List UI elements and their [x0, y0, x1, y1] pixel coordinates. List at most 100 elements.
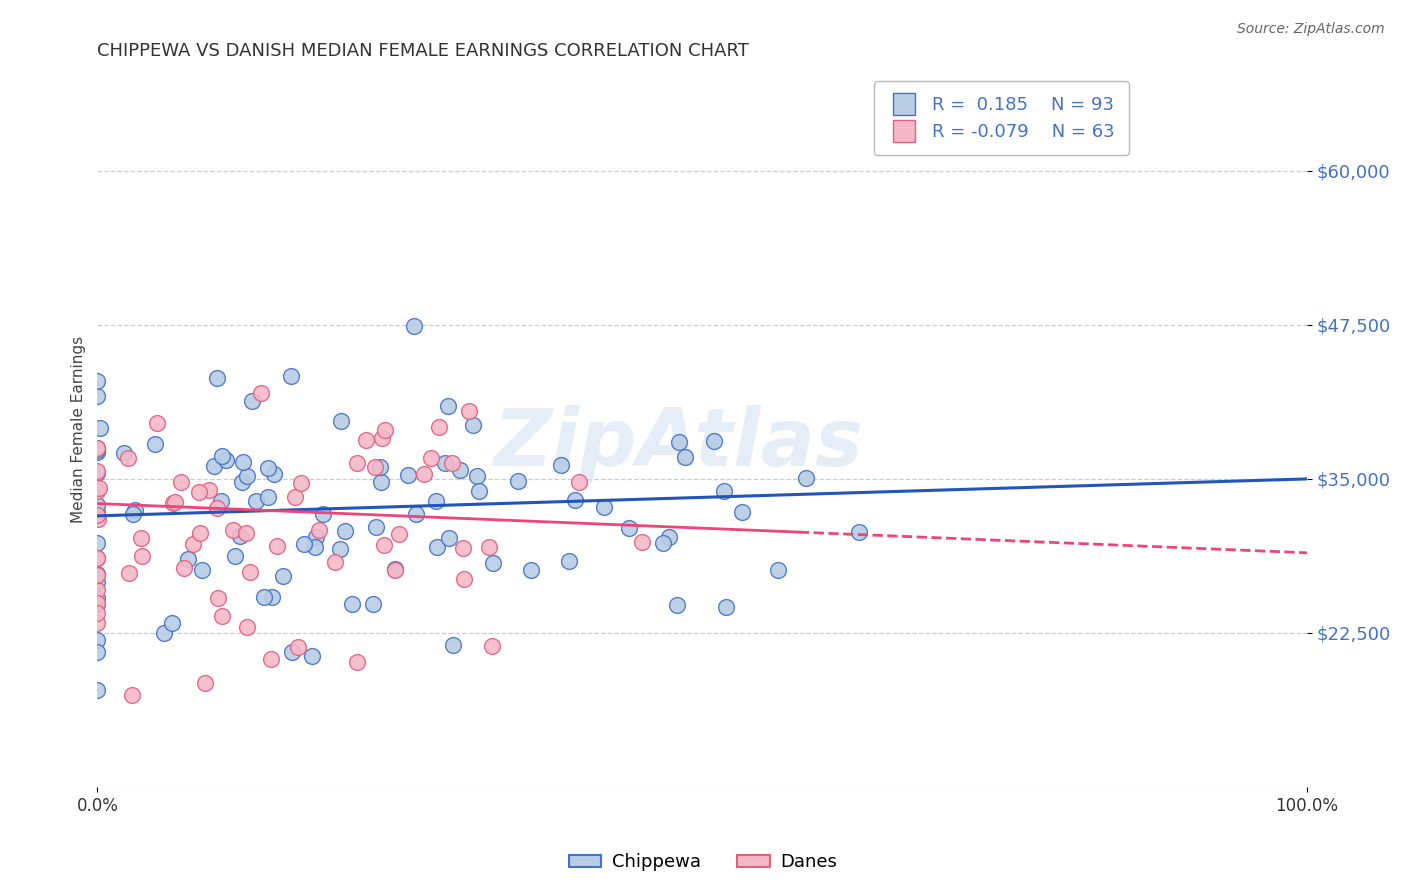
Point — [256, 461, 278, 475]
Point — [280, 369, 302, 384]
Point — [304, 530, 326, 544]
Point — [86, 442, 108, 456]
Point — [260, 590, 283, 604]
Point — [160, 615, 183, 630]
Text: CHIPPEWA VS DANISH MEDIAN FEMALE EARNINGS CORRELATION CHART: CHIPPEWA VS DANISH MEDIAN FEMALE EARNING… — [97, 42, 749, 60]
Point — [370, 475, 392, 489]
Point — [388, 527, 411, 541]
Point — [713, 483, 735, 498]
Point — [794, 471, 817, 485]
Point — [86, 374, 108, 388]
Y-axis label: Median Female Earnings: Median Female Earnings — [72, 336, 86, 524]
Point — [558, 554, 581, 568]
Point — [86, 466, 108, 480]
Point — [425, 494, 447, 508]
Point — [257, 491, 280, 505]
Point — [181, 536, 204, 550]
Point — [292, 537, 315, 551]
Point — [426, 540, 449, 554]
Point — [86, 483, 108, 498]
Point — [86, 498, 108, 512]
Point — [129, 531, 152, 545]
Point — [703, 434, 725, 448]
Point — [232, 455, 254, 469]
Point — [439, 531, 461, 545]
Point — [323, 555, 346, 569]
Point — [86, 607, 108, 621]
Point — [86, 442, 108, 457]
Point — [121, 688, 143, 702]
Point — [346, 655, 368, 669]
Point — [427, 419, 450, 434]
Point — [592, 500, 614, 515]
Point — [346, 456, 368, 470]
Point — [441, 639, 464, 653]
Point — [354, 433, 377, 447]
Point — [342, 598, 364, 612]
Point — [437, 399, 460, 413]
Point — [222, 523, 245, 537]
Legend: R =  0.185    N = 93, R = -0.079    N = 63: R = 0.185 N = 93, R = -0.079 N = 63 — [873, 81, 1129, 155]
Point — [145, 416, 167, 430]
Point — [260, 652, 283, 666]
Point — [211, 608, 233, 623]
Point — [848, 525, 870, 540]
Point — [402, 318, 425, 333]
Point — [463, 417, 485, 432]
Point — [384, 563, 406, 577]
Point — [215, 453, 238, 467]
Point — [373, 538, 395, 552]
Point — [205, 501, 228, 516]
Point — [131, 549, 153, 563]
Point — [240, 394, 263, 409]
Point — [465, 469, 488, 483]
Point — [396, 467, 419, 482]
Point — [231, 475, 253, 489]
Point — [89, 481, 111, 495]
Point — [188, 526, 211, 541]
Point — [224, 549, 246, 563]
Point — [86, 597, 108, 611]
Point — [374, 423, 396, 437]
Point — [281, 645, 304, 659]
Point — [290, 475, 312, 490]
Point — [124, 503, 146, 517]
Point — [482, 556, 505, 570]
Point — [312, 507, 335, 521]
Point — [370, 431, 392, 445]
Point — [245, 494, 267, 508]
Point — [453, 572, 475, 586]
Point — [405, 507, 427, 521]
Point — [458, 404, 481, 418]
Point — [86, 505, 108, 519]
Point — [361, 597, 384, 611]
Point — [86, 508, 108, 523]
Point — [122, 507, 145, 521]
Point — [617, 521, 640, 535]
Point — [413, 467, 436, 481]
Point — [440, 456, 463, 470]
Point — [173, 561, 195, 575]
Legend: Chippewa, Danes: Chippewa, Danes — [561, 847, 845, 879]
Point — [86, 464, 108, 478]
Point — [86, 575, 108, 590]
Point — [652, 536, 675, 550]
Point — [143, 436, 166, 450]
Point — [304, 540, 326, 554]
Point — [211, 449, 233, 463]
Point — [86, 567, 108, 582]
Point — [329, 541, 352, 556]
Point — [86, 645, 108, 659]
Point — [194, 676, 217, 690]
Point — [478, 540, 501, 554]
Point — [449, 463, 471, 477]
Point — [451, 541, 474, 556]
Point — [202, 458, 225, 473]
Point — [86, 582, 108, 597]
Point — [117, 451, 139, 466]
Point — [191, 563, 214, 577]
Point — [330, 413, 353, 427]
Point — [287, 640, 309, 654]
Point — [766, 563, 789, 577]
Point — [508, 474, 530, 488]
